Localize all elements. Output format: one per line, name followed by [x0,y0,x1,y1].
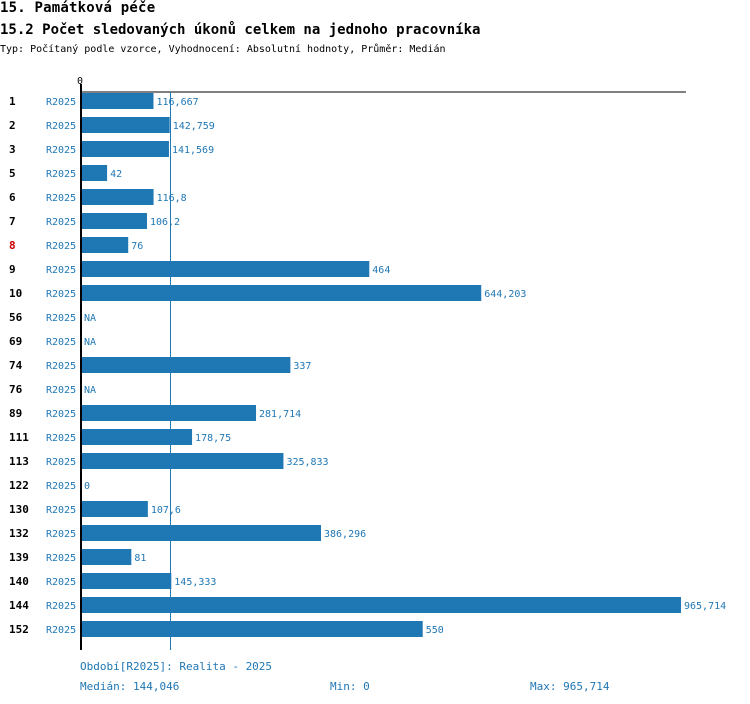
series-label: R2025 [46,601,76,612]
category-label: 152 [9,623,29,636]
value-label: 464 [372,265,390,276]
min-summary: Min: 0 [330,680,370,693]
series-label: R2025 [46,145,76,156]
median-summary: Medián: 144,046 [80,680,180,693]
category-label: 2 [9,119,16,132]
value-label: 141,569 [172,145,214,156]
category-label: 69 [9,335,22,348]
category-label: 7 [9,215,16,228]
value-label: 116,667 [156,97,198,108]
category-label: 139 [9,551,29,564]
series-label: R2025 [46,313,76,324]
series-label: R2025 [46,553,76,564]
series-label: R2025 [46,169,76,180]
bar [81,597,681,613]
series-label: R2025 [46,121,76,132]
category-label: 9 [9,263,16,276]
series-label: R2025 [46,97,76,108]
value-label: 76 [131,241,143,252]
bar [81,573,172,589]
max-summary: Max: 965,714 [530,680,610,693]
series-label: R2025 [46,409,76,420]
period-legend: Období[R2025]: Realita - 2025 [80,660,273,673]
series-label: R2025 [46,361,76,372]
value-label: 142,759 [173,121,215,132]
bar [81,549,132,565]
series-label: R2025 [46,625,76,636]
bar [81,453,284,469]
category-label: 113 [9,455,29,468]
bar [81,525,322,541]
series-label: R2025 [46,241,76,252]
category-label: 132 [9,527,29,540]
bar [81,357,291,373]
bar [81,189,154,205]
value-label: 281,714 [259,409,301,420]
series-label: R2025 [46,457,76,468]
value-label: NA [84,313,96,324]
series-label: R2025 [46,577,76,588]
chart-type-description: Typ: Počítaný podle vzorce, Vyhodnocení:… [0,44,446,55]
bar [81,165,108,181]
bar [81,405,257,421]
series-label: R2025 [46,193,76,204]
category-label: 76 [9,383,23,396]
value-label: 42 [110,169,122,180]
value-label: 386,296 [324,529,366,540]
category-label: 1 [9,95,16,108]
series-label: R2025 [46,337,76,348]
series-label: R2025 [46,265,76,276]
series-label: R2025 [46,385,76,396]
category-label: 56 [9,311,23,324]
bar [81,117,170,133]
bar [81,261,370,277]
value-label: 550 [426,625,444,636]
series-label: R2025 [46,217,76,228]
category-label: 6 [9,191,16,204]
category-label: 74 [9,359,23,372]
series-label: R2025 [46,433,76,444]
value-label: 965,714 [684,601,726,612]
value-label: NA [84,337,96,348]
value-label: 644,203 [484,289,526,300]
value-label: NA [84,385,96,396]
category-label: 3 [9,143,16,156]
category-label: 130 [9,503,29,516]
category-label: 140 [9,575,29,588]
series-label: R2025 [46,529,76,540]
series-label: R2025 [46,505,76,516]
category-label: 89 [9,407,22,420]
value-label: 145,333 [174,577,216,588]
value-label: 337 [293,361,311,372]
value-label: 116,8 [157,193,187,204]
category-label: 144 [9,599,29,612]
series-label: R2025 [46,481,76,492]
bar [81,237,129,253]
category-label: 122 [9,479,29,492]
value-label: 0 [84,481,90,492]
value-label: 107,6 [151,505,181,516]
bar [81,213,147,229]
axis-zero-label: 0 [77,76,83,87]
bar [81,93,154,109]
bar [81,141,169,157]
chart-title: 15.2 Počet sledovaných úkonů celkem na j… [0,22,481,38]
category-label: 8 [9,239,16,252]
bar [81,429,193,445]
bar [81,501,148,517]
bar [81,621,423,637]
category-label: 111 [9,431,29,444]
value-label: 81 [134,553,146,564]
page-title: 15. Památková péče [0,0,156,16]
value-label: 325,833 [286,457,328,468]
category-label: 10 [9,287,22,300]
value-label: 106,2 [150,217,180,228]
value-label: 178,75 [195,433,231,444]
bar [81,285,482,301]
bar-chart: 0 1 R2025 116,667 2 R2025 142,759 3 R2025 141,569… [9,76,726,650]
category-label: 5 [9,167,16,180]
series-label: R2025 [46,289,76,300]
